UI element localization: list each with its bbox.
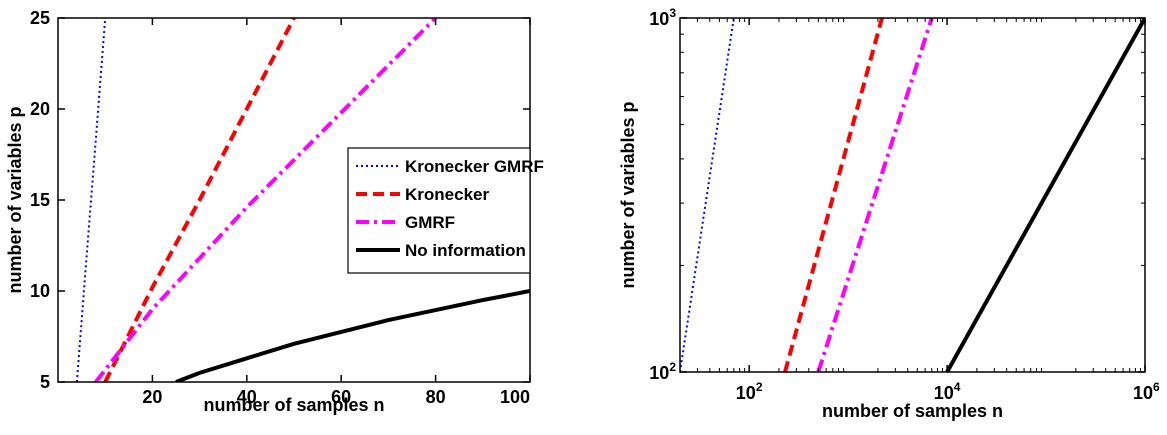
x-tick-label-base: 10 (736, 383, 756, 403)
legend-box (347, 147, 531, 274)
y-tick-label: 15 (30, 190, 50, 210)
y-axis-label: number of variables p (5, 106, 25, 293)
x-axis-label: number of samples n (203, 395, 384, 415)
x-tick-label: 60 (331, 387, 351, 407)
axes-frame (679, 17, 1146, 373)
x-tick-label: 40 (237, 387, 257, 407)
series-line-kronecker (783, 18, 884, 372)
series-group (75, 18, 530, 382)
y-tick-label: 102 (649, 360, 676, 383)
x-tick-label: 100 (500, 387, 530, 407)
y-tick-label-exponent: 3 (669, 6, 676, 20)
y-axis-label: number of variables p (618, 101, 638, 288)
y-tick-label-base: 10 (649, 363, 669, 383)
y-tick-label-base: 10 (649, 9, 669, 29)
series-line-kronecker (103, 18, 296, 382)
series-group (680, 18, 1145, 372)
x-tick-label-exponent: 6 (1153, 380, 1160, 394)
x-tick-label-base: 10 (934, 383, 954, 403)
legend-entry: Kronecker (405, 185, 489, 204)
series-line-no-information (175, 289, 530, 382)
x-tick-label-exponent: 4 (954, 380, 961, 394)
y-tick-label: 20 (30, 99, 50, 119)
x-tick-label: 106 (1133, 380, 1160, 403)
x-tick-label: 102 (736, 380, 763, 403)
x-tick-label-exponent: 2 (756, 380, 763, 394)
series-line-no-information (945, 18, 1145, 372)
x-tick-label: 80 (426, 387, 446, 407)
y-tick-label: 103 (649, 6, 676, 29)
y-tick-label: 5 (40, 372, 50, 392)
y-tick-label: 25 (30, 8, 50, 28)
x-tick-label: 20 (142, 387, 162, 407)
series-line-kronecker-gmrf (75, 18, 107, 382)
x-tick-label-base: 10 (1133, 383, 1153, 403)
series-line-gmrf (816, 18, 934, 372)
y-tick-label-exponent: 2 (669, 360, 676, 374)
chart-left-linear: 20 40 60 80 100 5 10 15 20 25 number of samples n n… (5, 8, 544, 415)
legend-entry: Kronecker GMRF (405, 157, 544, 176)
series-line-gmrf (94, 18, 438, 382)
legend-entry: GMRF (405, 213, 455, 232)
x-tick-label: 104 (934, 380, 961, 403)
y-tick-label: 10 (30, 281, 50, 301)
x-axis-label: number of samples n (822, 401, 1003, 421)
series-line-kronecker-gmrf (680, 18, 735, 372)
legend-entry: No information (405, 241, 526, 260)
